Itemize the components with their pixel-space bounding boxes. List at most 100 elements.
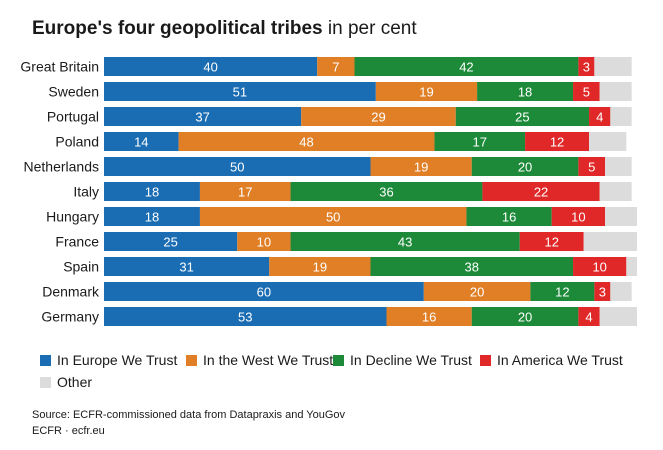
bar-segment-in-europe-we-trust xyxy=(104,107,302,126)
bar-row-portugal: Portugal 37 29 25 4 xyxy=(47,107,632,126)
bar-segment-in-europe-we-trust xyxy=(104,282,424,301)
data-label: 17 xyxy=(473,135,487,150)
bar-segment-in-the-west-we-trust xyxy=(317,57,355,76)
chart-title: Europe's four geopolitical tribes in per… xyxy=(32,18,417,40)
source-line: Source: ECFR-commissioned data from Data… xyxy=(32,409,346,421)
data-label: 29 xyxy=(371,110,385,125)
legend-swatch-europe xyxy=(40,354,51,366)
data-label: 19 xyxy=(419,85,433,100)
data-label: 42 xyxy=(459,60,473,75)
legend-label-other: Other xyxy=(57,374,93,390)
bar-segment-in-decline-we-trust xyxy=(370,257,574,276)
data-label: 50 xyxy=(230,160,244,175)
bar-segment-other xyxy=(594,57,632,76)
bar-segment-in-decline-we-trust xyxy=(434,132,526,151)
data-label: 12 xyxy=(544,235,558,250)
data-label: 48 xyxy=(299,135,313,150)
bar-row-spain: Spain 31 19 38 10 xyxy=(63,257,637,276)
bar-segment-in-decline-we-trust xyxy=(471,157,579,176)
category-label: Denmark xyxy=(42,284,100,300)
data-label: 25 xyxy=(163,235,177,250)
data-label: 10 xyxy=(592,260,606,275)
bar-segment-in-america-we-trust xyxy=(578,307,600,326)
legend-swatch-other xyxy=(40,376,51,388)
data-label: 50 xyxy=(326,210,340,225)
data-label: 4 xyxy=(596,110,603,125)
legend-label-decline: In Decline We Trust xyxy=(350,352,472,368)
data-label: 60 xyxy=(257,285,271,300)
bar-segment-other xyxy=(626,257,637,276)
category-label: Sweden xyxy=(48,84,99,100)
data-label: 18 xyxy=(518,85,532,100)
legend-swatch-decline xyxy=(333,354,344,366)
bar-segment-in-decline-we-trust xyxy=(471,307,579,326)
legend-label-europe: In Europe We Trust xyxy=(57,352,178,368)
bar-segment-in-europe-we-trust xyxy=(104,257,270,276)
bar-segment-in-america-we-trust xyxy=(589,107,611,126)
data-label: 20 xyxy=(470,285,484,300)
bar-segment-in-america-we-trust xyxy=(573,257,627,276)
bar-segment-other xyxy=(605,207,637,226)
category-label: Hungary xyxy=(46,209,99,225)
bar-segment-other xyxy=(599,82,632,101)
bar-segment-other xyxy=(610,107,632,126)
data-label: 3 xyxy=(599,285,606,300)
bar-segment-in-america-we-trust xyxy=(525,132,590,151)
bar-row-denmark: Denmark 60 20 12 3 xyxy=(42,282,632,301)
bar-segment-other xyxy=(605,157,632,176)
data-label: 18 xyxy=(145,210,159,225)
data-label: 25 xyxy=(515,110,529,125)
bar-row-italy: Italy 18 17 36 22 xyxy=(73,182,632,201)
data-label: 12 xyxy=(550,135,564,150)
category-label: Portugal xyxy=(47,109,99,125)
bar-segment-in-europe-we-trust xyxy=(104,207,200,226)
data-label: 5 xyxy=(583,85,590,100)
bar-segment-in-the-west-we-trust xyxy=(301,107,456,126)
bar-segment-in-america-we-trust xyxy=(573,82,600,101)
category-label: Great Britain xyxy=(20,59,99,75)
data-label: 5 xyxy=(588,160,595,175)
bar-segment-in-the-west-we-trust xyxy=(375,82,478,101)
data-label: 31 xyxy=(179,260,193,275)
category-label: Netherlands xyxy=(24,159,100,175)
bar-segment-other xyxy=(599,182,632,201)
bar-row-hungary: Hungary 18 50 16 10 xyxy=(46,207,637,226)
bar-row-germany: Germany 53 16 20 4 xyxy=(41,307,637,326)
data-label: 20 xyxy=(518,160,532,175)
bar-segment-in-america-we-trust xyxy=(519,232,584,251)
bar-segment-in-america-we-trust xyxy=(594,282,611,301)
bar-segment-other xyxy=(589,132,627,151)
bar-segment-in-europe-we-trust xyxy=(104,182,200,201)
legend-item-america: In America We Trust xyxy=(480,352,623,368)
data-label: 19 xyxy=(414,160,428,175)
chart-title-main: Europe's four geopolitical tribes xyxy=(32,18,323,39)
category-label: Spain xyxy=(63,259,99,275)
bar-segment-in-europe-we-trust xyxy=(104,132,179,151)
bar-segment-in-decline-we-trust xyxy=(290,232,520,251)
bar-segment-other xyxy=(599,307,637,326)
bar-segment-in-decline-we-trust xyxy=(455,107,590,126)
data-label: 20 xyxy=(518,310,532,325)
bar-segment-in-decline-we-trust xyxy=(290,182,483,201)
legend-item-west: In the West We Trust xyxy=(186,352,333,368)
stacked-bar-chart: Great Britain 40 7 42 3 Sweden 51 19 18 5 Portugal… xyxy=(20,57,637,326)
data-label: 38 xyxy=(465,260,479,275)
bar-segment-in-decline-we-trust xyxy=(354,57,579,76)
data-label: 3 xyxy=(583,60,590,75)
data-label: 37 xyxy=(195,110,209,125)
bar-segment-in-the-west-we-trust xyxy=(199,182,291,201)
legend-item-europe: In Europe We Trust xyxy=(40,352,177,368)
bar-segment-in-europe-we-trust xyxy=(104,232,238,251)
data-label: 53 xyxy=(238,310,252,325)
bar-segment-in-decline-we-trust xyxy=(530,282,595,301)
chart-title-unit: in per cent xyxy=(327,18,417,39)
bar-segment-other xyxy=(610,282,632,301)
bar-segment-in-europe-we-trust xyxy=(104,307,387,326)
data-label: 19 xyxy=(313,260,327,275)
publisher-line: ECFR · ecfr.eu xyxy=(32,425,105,437)
legend-item-decline: In Decline We Trust xyxy=(333,352,472,368)
data-label: 7 xyxy=(332,60,339,75)
bar-segment-in-the-west-we-trust xyxy=(237,232,291,251)
data-label: 22 xyxy=(534,185,548,200)
category-label: Germany xyxy=(41,309,99,325)
